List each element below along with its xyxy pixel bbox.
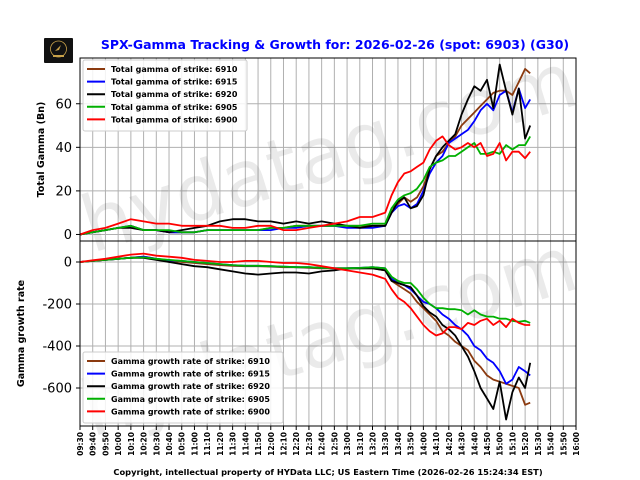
x-tick-label: 15:30 — [534, 432, 543, 456]
x-tick-label: 11:40 — [241, 432, 250, 456]
x-tick-label: 11:50 — [254, 432, 263, 456]
legend-label: Gamma growth rate of strike: 6915 — [111, 370, 270, 379]
y-tick-label: 40 — [55, 141, 72, 156]
x-tick-label: 12:10 — [279, 432, 288, 456]
x-tick-label: 09:30 — [76, 432, 85, 456]
x-tick-label: 12:40 — [318, 432, 327, 456]
legend-box — [82, 59, 248, 132]
x-tick-label: 15:50 — [559, 432, 568, 456]
x-tick-label: 14:30 — [458, 432, 467, 456]
series-line — [79, 63, 532, 236]
y-tick-label: -400 — [42, 339, 72, 354]
legend-label: Total gamma of strike: 6905 — [111, 103, 238, 112]
x-tick-label: 14:00 — [419, 432, 428, 456]
x-tick-label: 13:40 — [394, 432, 403, 456]
hydata-logo — [44, 38, 73, 63]
legend-label: Total gamma of strike: 6915 — [111, 78, 238, 87]
x-tick-label: 16:00 — [572, 432, 581, 456]
legend: Gamma growth rate of strike: 6910 Gamma g… — [82, 351, 284, 424]
x-tick-label: 15:20 — [521, 432, 530, 456]
x-tick-label: 12:20 — [292, 432, 301, 456]
y-axis-label: Gamma growth rate — [16, 280, 27, 387]
plot-frame — [79, 240, 577, 427]
legend-label: Gamma growth rate of strike: 6920 — [111, 382, 270, 391]
x-tick-label: 10:40 — [165, 432, 174, 456]
legend-label: Total gamma of strike: 6910 — [111, 65, 238, 74]
x-tick-label: 12:30 — [305, 432, 314, 456]
x-tick-label: 15:10 — [508, 432, 517, 456]
legend: Total gamma of strike: 6910 Total gamma o… — [82, 59, 248, 132]
legend-label: Total gamma of strike: 6900 — [111, 115, 238, 124]
x-tick-label: 14:50 — [483, 432, 492, 456]
legend-label: Gamma growth rate of strike: 6910 — [111, 357, 270, 366]
x-tick-label: 10:50 — [178, 432, 187, 456]
y-axis-label: Total Gamma (Bn) — [36, 102, 47, 198]
x-tick-label: 10:30 — [152, 432, 161, 456]
x-tick-label: 15:00 — [496, 432, 505, 456]
x-tick-label: 12:50 — [330, 432, 339, 456]
x-tick-label: 13:00 — [343, 432, 352, 456]
legend-label: Gamma growth rate of strike: 6905 — [111, 395, 270, 404]
x-tick-label: 11:20 — [216, 432, 225, 456]
x-tick-label: 13:20 — [369, 432, 378, 456]
x-tick-label: 10:00 — [114, 432, 123, 456]
x-tick-label: 13:30 — [381, 432, 390, 456]
x-tick-label: 11:00 — [190, 432, 199, 456]
legend-label: Gamma growth rate of strike: 6900 — [111, 407, 270, 416]
legend-box — [82, 351, 284, 424]
x-tick-label: 11:10 — [203, 432, 212, 456]
x-tick-label: 13:10 — [356, 432, 365, 456]
x-tick-label: 15:40 — [547, 432, 556, 456]
legend-label: Total gamma of strike: 6920 — [111, 90, 238, 99]
series-line — [79, 256, 531, 324]
x-tick-label: 10:20 — [140, 432, 149, 456]
copyright-footer: Copyright, intellectual property of HYDa… — [113, 467, 543, 477]
x-tick-label: 09:40 — [89, 432, 98, 456]
x-tick-label: 10:10 — [127, 432, 136, 456]
logo-emblem-icon — [50, 40, 67, 58]
x-tick-label: 14:40 — [470, 432, 479, 456]
y-tick-label: -200 — [42, 297, 72, 312]
x-tick-label: 14:20 — [445, 432, 454, 456]
x-tick-label: 14:10 — [432, 432, 441, 456]
x-tick-label: 12:00 — [267, 432, 276, 456]
y-tick-label: 60 — [55, 97, 72, 112]
series-line — [79, 252, 531, 337]
y-tick-label: 0 — [64, 255, 72, 270]
x-tick-label: 09:50 — [101, 432, 110, 456]
x-tick-label: 13:50 — [407, 432, 416, 456]
series-line — [79, 135, 531, 236]
series-line — [79, 135, 531, 236]
chart-title: SPX-Gamma Tracking & Growth for: 2026-02… — [100, 37, 570, 52]
series-line — [79, 256, 532, 421]
y-tick-label: -600 — [42, 381, 72, 396]
y-tick-label: 20 — [55, 184, 72, 199]
x-tick-label: 11:30 — [229, 432, 238, 456]
y-tick-label: 0 — [64, 228, 72, 243]
